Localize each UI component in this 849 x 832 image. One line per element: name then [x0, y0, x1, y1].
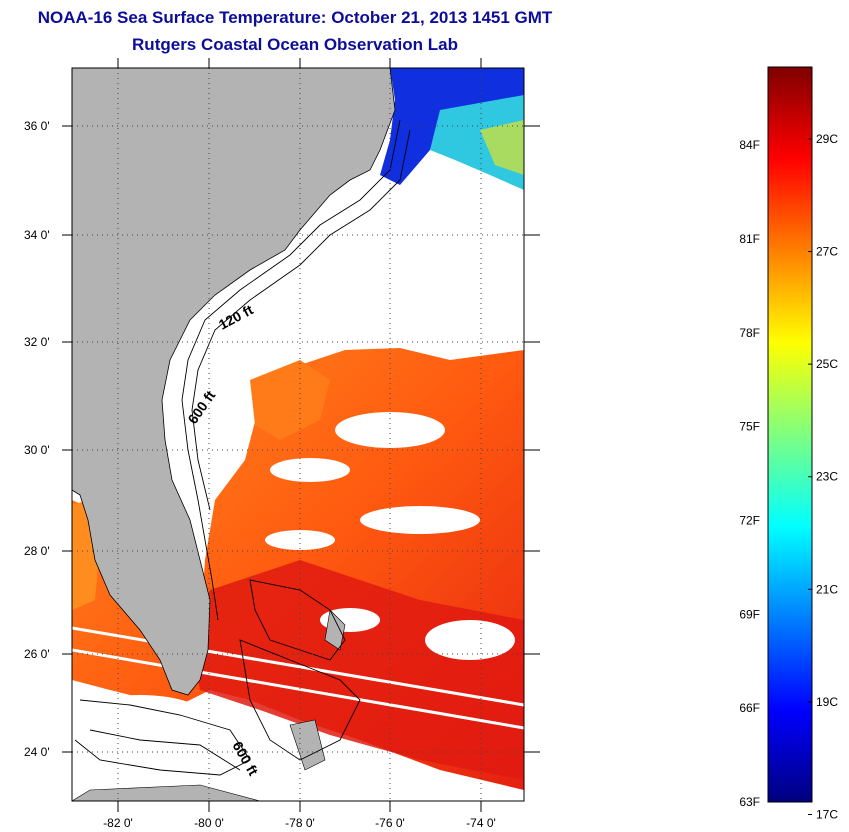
colorbar-scale — [767, 66, 813, 803]
lon-label-82: -82 0' — [103, 816, 133, 830]
colorbar-f-label: 75F — [739, 420, 760, 434]
colorbar-c-label: 29C — [816, 132, 838, 146]
sst-hot-field — [190, 560, 524, 780]
colorbar-f-label: 84F — [739, 138, 760, 152]
colorbar-c-label: 27C — [816, 245, 838, 259]
colorbar-fahrenheit-labels: 84F 81F 78F 75F 72F 69F 66F 63F — [739, 138, 760, 809]
lat-label-32: 32 0' — [24, 335, 50, 349]
colorbar-celsius-labels: 29C 27C 25C 23C 21C 19C 17C — [816, 132, 838, 822]
colorbar-c-label: 17C — [816, 808, 838, 822]
colorbar-c-label: 23C — [816, 470, 838, 484]
colorbar-c-label: 25C — [816, 357, 838, 371]
colorbar-f-label: 81F — [739, 232, 760, 246]
colorbar-f-label: 69F — [739, 607, 760, 621]
colorbar-f-label: 66F — [739, 701, 760, 715]
colorbar-f-label: 78F — [739, 326, 760, 340]
map-subtitle: Rutgers Coastal Ocean Observation Lab — [132, 35, 458, 54]
lat-label-24: 24 0' — [24, 745, 50, 759]
colorbar-c-label: 19C — [816, 695, 838, 709]
sst-orange-patch — [250, 360, 330, 440]
colorbar-f-label: 63F — [739, 795, 760, 809]
map-frame — [71, 67, 525, 802]
lon-label-78: -78 0' — [285, 816, 315, 830]
bathymetry-contours — [74, 119, 411, 776]
lat-label-26: 26 0' — [24, 647, 50, 661]
land-us-coast — [72, 68, 396, 696]
lat-label-34: 34 0' — [24, 228, 50, 242]
colorbar-ticks — [808, 138, 812, 816]
map-grid — [72, 68, 524, 801]
lat-label-36: 36 0' — [24, 119, 50, 133]
sst-yellow-green-field — [480, 120, 524, 175]
lon-label-76: -76 0' — [375, 816, 405, 830]
colorbar-c-label: 21C — [816, 582, 838, 596]
sst-map: 120 ft 600 ft 600 ft 36 0' 34 0' 32 0' 3… — [24, 58, 540, 830]
colorbar-f-label: 72F — [739, 514, 760, 528]
islands — [72, 609, 346, 801]
lat-label-30: 30 0' — [24, 443, 50, 457]
map-title: NOAA-16 Sea Surface Temperature: October… — [37, 8, 553, 27]
map-ticks — [62, 58, 540, 812]
lon-label-80: -80 0' — [194, 816, 224, 830]
lon-label-74: -74 0' — [466, 816, 496, 830]
lat-label-28: 28 0' — [24, 544, 50, 558]
